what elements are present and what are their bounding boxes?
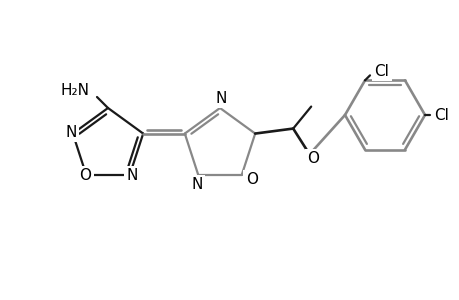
Text: O: O <box>79 168 91 183</box>
Text: N: N <box>65 125 76 140</box>
Text: O: O <box>307 151 319 166</box>
Text: N: N <box>126 168 137 183</box>
Text: Cl: Cl <box>434 107 448 122</box>
Text: N: N <box>215 91 226 106</box>
Text: O: O <box>245 172 257 188</box>
Text: Cl: Cl <box>374 64 389 79</box>
Text: N: N <box>191 177 202 192</box>
Text: H₂N: H₂N <box>61 82 90 98</box>
